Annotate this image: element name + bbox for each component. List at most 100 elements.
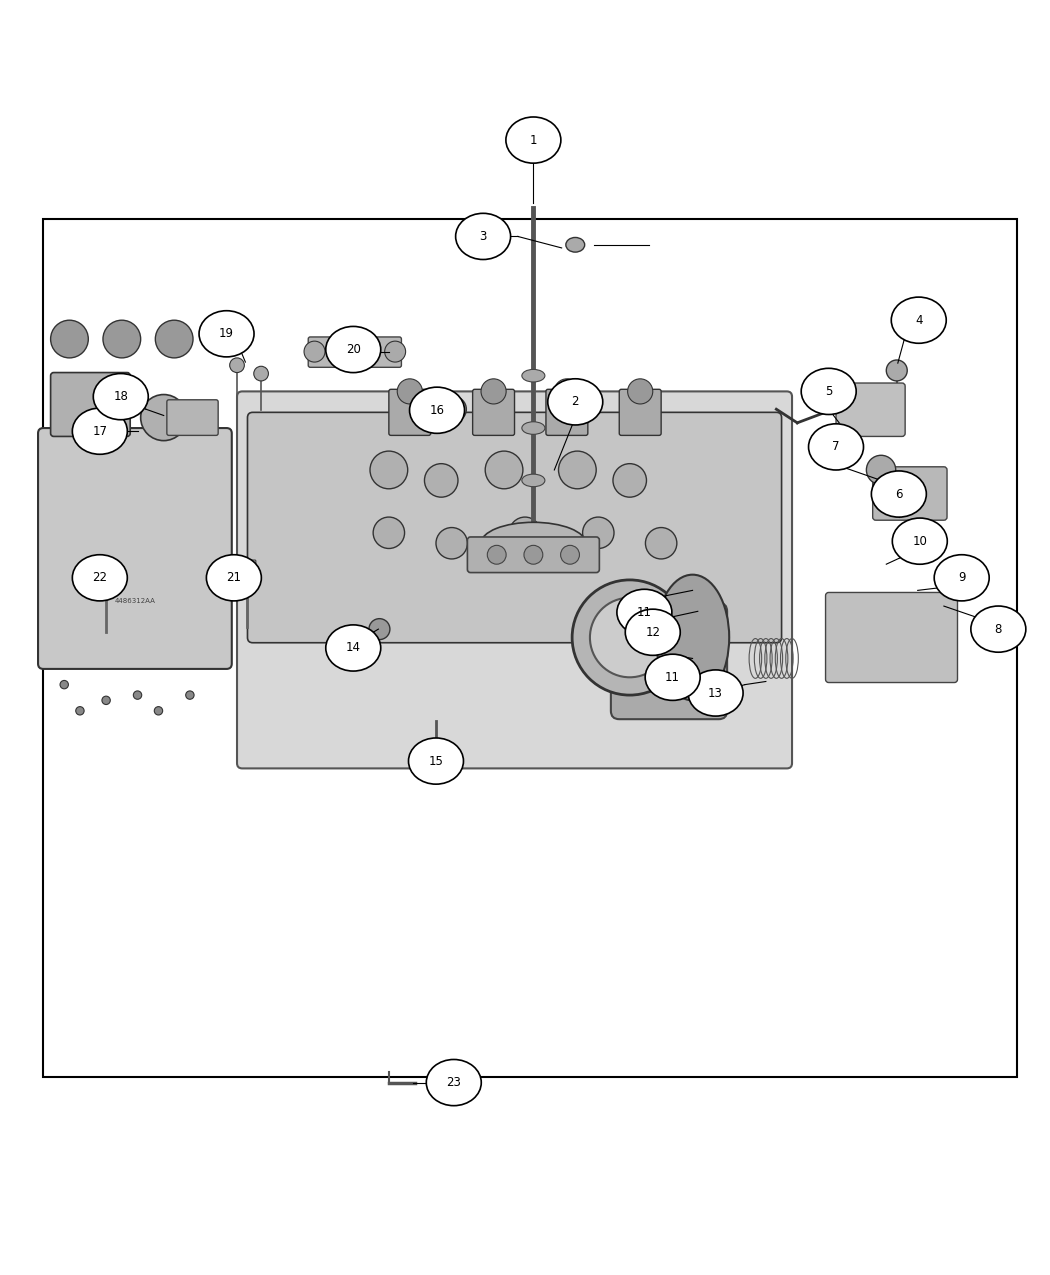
Text: 23: 23 xyxy=(446,1076,461,1089)
Circle shape xyxy=(424,464,458,497)
Ellipse shape xyxy=(891,297,946,343)
Ellipse shape xyxy=(892,518,947,565)
Circle shape xyxy=(103,320,141,358)
Text: 5: 5 xyxy=(825,385,833,398)
Text: 1: 1 xyxy=(529,134,538,147)
Circle shape xyxy=(485,451,523,488)
Text: 18: 18 xyxy=(113,390,128,403)
Circle shape xyxy=(436,528,467,558)
Text: 4486312AA: 4486312AA xyxy=(114,598,155,604)
Circle shape xyxy=(628,379,653,404)
FancyBboxPatch shape xyxy=(467,537,600,572)
Text: 7: 7 xyxy=(833,440,840,454)
FancyBboxPatch shape xyxy=(50,372,130,436)
Text: 11: 11 xyxy=(637,606,652,618)
Circle shape xyxy=(304,342,326,362)
Text: 8: 8 xyxy=(994,622,1002,636)
Circle shape xyxy=(397,379,422,404)
Circle shape xyxy=(76,706,84,715)
Text: 2: 2 xyxy=(571,395,579,408)
FancyBboxPatch shape xyxy=(239,560,256,570)
Circle shape xyxy=(487,546,506,565)
Circle shape xyxy=(590,598,670,677)
Circle shape xyxy=(524,546,543,565)
Circle shape xyxy=(559,451,596,488)
Text: 13: 13 xyxy=(708,686,723,700)
Bar xyxy=(43,218,1017,1077)
FancyBboxPatch shape xyxy=(248,412,781,643)
FancyBboxPatch shape xyxy=(167,400,218,435)
Circle shape xyxy=(60,681,68,688)
Ellipse shape xyxy=(522,474,545,487)
Ellipse shape xyxy=(72,555,127,601)
Circle shape xyxy=(646,528,677,558)
Ellipse shape xyxy=(506,117,561,163)
Circle shape xyxy=(373,518,404,548)
Text: 4: 4 xyxy=(915,314,923,326)
Ellipse shape xyxy=(801,368,856,414)
Ellipse shape xyxy=(456,213,510,260)
Circle shape xyxy=(509,518,541,548)
Ellipse shape xyxy=(645,654,700,700)
Circle shape xyxy=(613,464,647,497)
Text: 9: 9 xyxy=(958,571,965,584)
Ellipse shape xyxy=(872,470,926,518)
Ellipse shape xyxy=(548,379,603,425)
Ellipse shape xyxy=(326,625,381,671)
Circle shape xyxy=(155,320,193,358)
Text: 16: 16 xyxy=(429,404,444,417)
Circle shape xyxy=(154,706,163,715)
FancyBboxPatch shape xyxy=(546,389,588,435)
Text: 19: 19 xyxy=(219,328,234,340)
FancyBboxPatch shape xyxy=(98,565,114,576)
Text: 6: 6 xyxy=(895,487,903,501)
FancyBboxPatch shape xyxy=(309,337,401,367)
Ellipse shape xyxy=(72,408,127,454)
FancyBboxPatch shape xyxy=(873,467,947,520)
Circle shape xyxy=(886,360,907,381)
Circle shape xyxy=(254,366,269,381)
Ellipse shape xyxy=(408,738,463,784)
Circle shape xyxy=(554,379,580,404)
Circle shape xyxy=(481,379,506,404)
Circle shape xyxy=(384,342,405,362)
Text: 15: 15 xyxy=(428,755,443,768)
Ellipse shape xyxy=(481,523,586,565)
Circle shape xyxy=(583,518,614,548)
Text: 14: 14 xyxy=(345,641,361,654)
Circle shape xyxy=(572,580,688,695)
Ellipse shape xyxy=(971,606,1026,653)
FancyBboxPatch shape xyxy=(388,389,430,435)
Ellipse shape xyxy=(93,374,148,419)
FancyBboxPatch shape xyxy=(620,389,662,435)
FancyBboxPatch shape xyxy=(472,389,514,435)
Circle shape xyxy=(141,394,187,441)
Text: 11: 11 xyxy=(665,671,680,683)
Ellipse shape xyxy=(426,1060,481,1105)
Ellipse shape xyxy=(200,311,254,357)
Ellipse shape xyxy=(808,423,863,470)
FancyBboxPatch shape xyxy=(825,593,958,682)
Circle shape xyxy=(561,546,580,565)
Ellipse shape xyxy=(522,370,545,382)
Text: 12: 12 xyxy=(646,626,660,639)
Ellipse shape xyxy=(566,237,585,252)
Circle shape xyxy=(866,455,896,484)
Text: 20: 20 xyxy=(345,343,361,356)
Circle shape xyxy=(230,358,245,372)
Text: 3: 3 xyxy=(480,230,487,244)
Ellipse shape xyxy=(522,422,545,435)
Ellipse shape xyxy=(934,555,989,601)
Circle shape xyxy=(102,696,110,705)
Ellipse shape xyxy=(207,555,261,601)
FancyBboxPatch shape xyxy=(38,428,232,669)
Circle shape xyxy=(50,320,88,358)
FancyBboxPatch shape xyxy=(237,391,792,769)
FancyBboxPatch shape xyxy=(611,603,727,719)
Circle shape xyxy=(370,451,407,488)
Ellipse shape xyxy=(625,609,680,655)
Circle shape xyxy=(441,397,466,422)
FancyBboxPatch shape xyxy=(836,382,905,436)
Circle shape xyxy=(369,618,390,640)
Ellipse shape xyxy=(656,575,729,700)
